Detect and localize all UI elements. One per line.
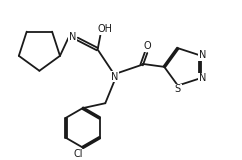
Text: N: N bbox=[69, 32, 76, 42]
Text: N: N bbox=[199, 50, 206, 60]
Text: O: O bbox=[144, 41, 151, 51]
Text: N: N bbox=[111, 72, 119, 82]
Text: S: S bbox=[175, 84, 181, 95]
Text: N: N bbox=[199, 73, 206, 83]
Text: Cl: Cl bbox=[74, 149, 83, 159]
Text: OH: OH bbox=[98, 24, 113, 35]
